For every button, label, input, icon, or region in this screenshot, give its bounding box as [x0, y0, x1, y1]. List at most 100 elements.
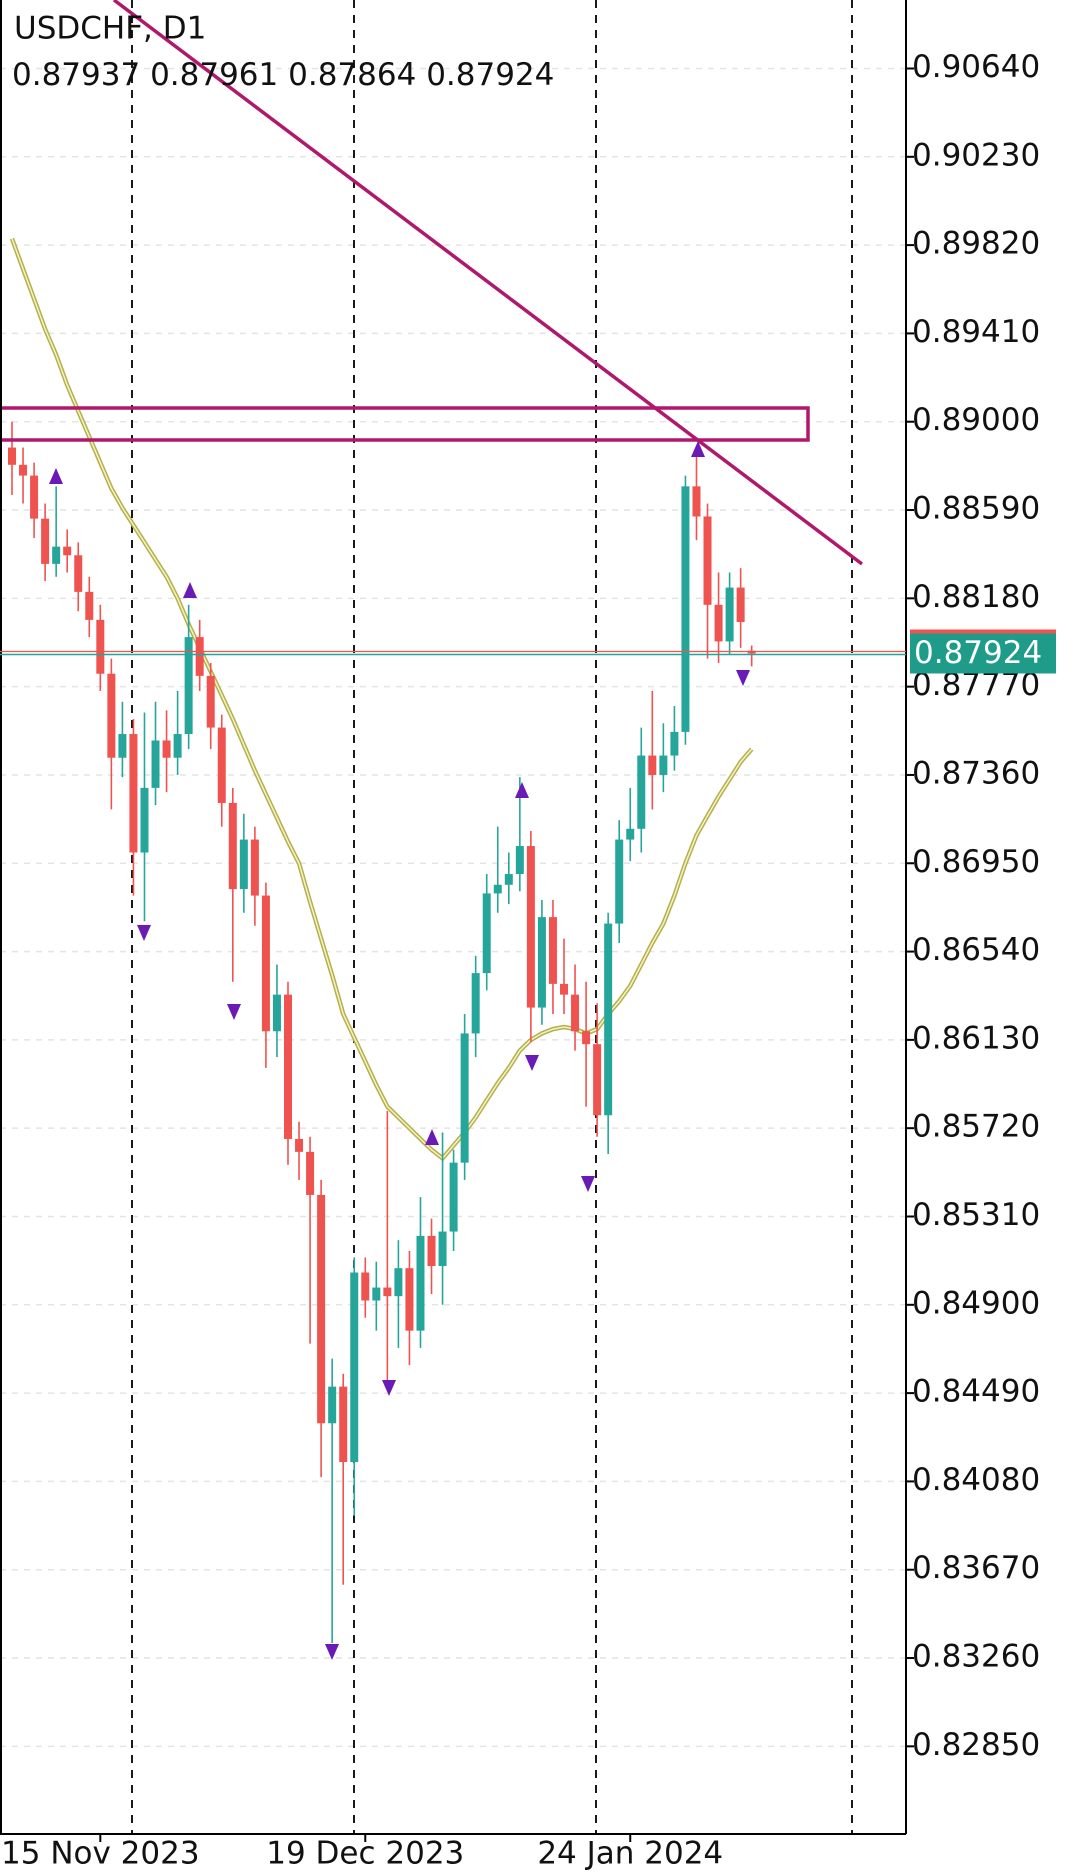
price-tag	[910, 633, 1056, 674]
fractal-down	[525, 1055, 539, 1071]
candle-body	[272, 994, 281, 1032]
candle-body	[493, 884, 502, 894]
y-tick-label: 0.82850	[912, 1727, 1040, 1763]
candle-body	[692, 486, 701, 517]
fractal-down	[137, 925, 151, 941]
candle-body	[648, 755, 657, 775]
low-readout: 0.87864	[288, 57, 416, 93]
fractal-arrows	[49, 441, 750, 1660]
y-tick-label: 0.85720	[912, 1109, 1040, 1145]
fractal-up	[183, 582, 197, 598]
candle-body	[19, 464, 28, 476]
y-tick-label: 0.86130	[912, 1020, 1040, 1056]
y-tick-label: 0.84900	[912, 1285, 1040, 1321]
candle-body	[41, 518, 50, 564]
candle-body	[217, 727, 226, 803]
candle-body	[295, 1138, 304, 1152]
candle-body	[140, 787, 149, 853]
y-tick-label: 0.84080	[912, 1462, 1040, 1498]
candle-body	[604, 923, 613, 1116]
candle-body	[118, 734, 127, 758]
candle-body	[626, 828, 635, 840]
fractal-up	[425, 1129, 439, 1145]
candle-body	[383, 1287, 392, 1297]
fractal-down	[736, 670, 750, 686]
y-tick-label: 0.83260	[912, 1639, 1040, 1675]
candle-body	[515, 846, 524, 875]
trend-line	[112, 0, 864, 566]
candle-body	[416, 1235, 425, 1331]
candle-body	[206, 675, 215, 728]
y-tick-label: 0.86950	[912, 844, 1040, 880]
candle-body	[372, 1287, 381, 1301]
candle-body	[52, 546, 61, 564]
candle-body	[736, 587, 745, 623]
y-tick-label: 0.90230	[912, 137, 1040, 173]
candle-body	[8, 447, 16, 465]
candle-body	[571, 994, 580, 1032]
drawings	[0, 0, 864, 566]
y-tick-label: 0.89820	[912, 226, 1040, 262]
candle-body	[129, 734, 138, 853]
high-readout: 0.87961	[150, 57, 278, 93]
price-tag-label: 0.87924	[914, 635, 1042, 671]
candle-body	[74, 555, 83, 592]
fractal-down	[325, 1644, 339, 1660]
y-tick-label: 0.86540	[912, 932, 1040, 968]
candle-body	[195, 637, 204, 676]
candle-body	[582, 1031, 591, 1045]
candle-body	[394, 1268, 403, 1297]
y-tick-label: 0.89000	[912, 402, 1040, 438]
candle-body	[284, 994, 292, 1139]
candle-body	[85, 591, 94, 620]
candle-body	[504, 874, 513, 885]
y-tick-label: 0.89410	[912, 314, 1040, 350]
candle-body	[261, 895, 270, 1032]
candle-body	[107, 673, 116, 758]
candle-body	[438, 1231, 447, 1267]
candle-body	[615, 839, 624, 924]
fractal-down	[382, 1380, 396, 1396]
candle-body	[328, 1386, 337, 1424]
y-tick-label: 0.85310	[912, 1197, 1040, 1233]
fractal-up	[691, 441, 705, 457]
candle-body	[637, 755, 646, 829]
y-tick-label: 0.88180	[912, 579, 1040, 615]
candle-body	[250, 839, 259, 896]
y-tick-label: 0.87360	[912, 755, 1040, 791]
period-separators	[131, 0, 853, 1834]
ohlc-readout: 0.87937 0.87961 0.87864 0.87924	[12, 57, 554, 93]
resistance-zone	[0, 406, 810, 442]
fractal-down	[227, 1004, 241, 1020]
y-tick-label: 0.83670	[912, 1550, 1040, 1586]
candle-body	[460, 1033, 469, 1163]
candle-body	[670, 731, 679, 756]
fractal-up	[515, 782, 529, 798]
candle-body	[350, 1272, 359, 1463]
candle-body	[96, 619, 105, 674]
fractal-up	[49, 468, 63, 484]
y-tick-label: 0.90640	[912, 49, 1040, 85]
candle-body	[361, 1272, 370, 1301]
candle-body	[471, 973, 480, 1034]
candle-body	[339, 1386, 348, 1463]
plot	[8, 237, 756, 1643]
candle-body	[725, 587, 734, 642]
candle-body	[184, 637, 193, 735]
fractal-down	[581, 1176, 595, 1192]
moving-average	[11, 238, 753, 1160]
y-tick-label: 0.88590	[912, 491, 1040, 527]
candle-body	[449, 1162, 458, 1232]
candle-body	[151, 740, 160, 788]
candle-body	[703, 516, 712, 605]
candle-body	[714, 604, 723, 642]
candle-body	[173, 734, 182, 758]
candle-body	[659, 755, 668, 775]
candle-body	[593, 1044, 602, 1116]
chart-title: USDCHF, D1	[14, 11, 206, 47]
candle-body	[228, 802, 237, 890]
candle-body	[239, 839, 248, 890]
open-readout: 0.87937	[12, 57, 140, 93]
candle-body	[427, 1235, 436, 1267]
